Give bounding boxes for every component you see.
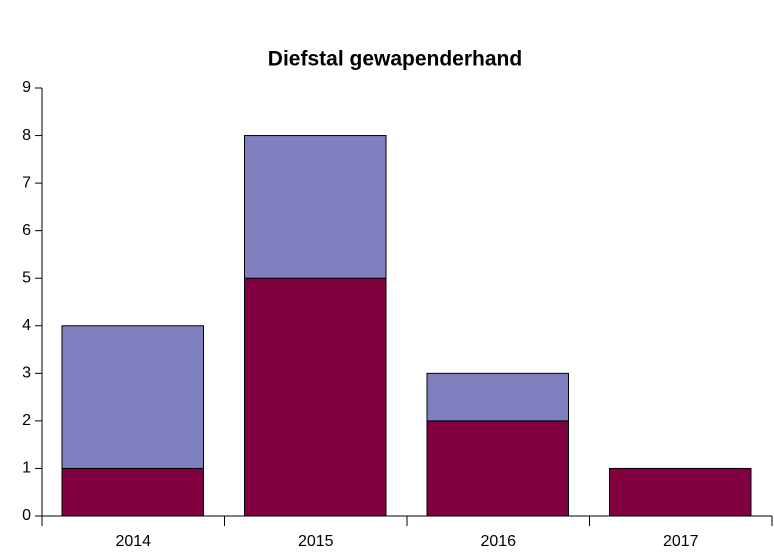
y-tick-label: 1 <box>22 460 31 477</box>
x-tick-label: 2015 <box>298 533 334 550</box>
y-tick-label: 9 <box>22 79 31 96</box>
y-tick-label: 3 <box>22 365 31 382</box>
x-tick-label: 2016 <box>480 533 516 550</box>
bar-segment <box>426 372 569 422</box>
bar-segment <box>426 420 569 517</box>
y-tick-label: 5 <box>22 269 31 286</box>
y-tick-label: 2 <box>22 412 31 429</box>
bar-segment <box>609 467 752 517</box>
y-tick-label: 6 <box>22 222 31 239</box>
bar-segment <box>61 467 204 517</box>
y-tick-label: 0 <box>22 507 31 524</box>
x-tick-label: 2014 <box>115 533 151 550</box>
y-tick-label: 8 <box>22 127 31 144</box>
y-tick-label: 7 <box>22 174 31 191</box>
bar-segment <box>244 135 387 279</box>
y-tick-label: 4 <box>22 317 31 334</box>
bar-segment <box>244 277 387 517</box>
bar-segment <box>61 325 204 469</box>
chart-title: Diefstal gewapenderhand <box>268 48 522 71</box>
x-tick-label: 2017 <box>663 533 699 550</box>
